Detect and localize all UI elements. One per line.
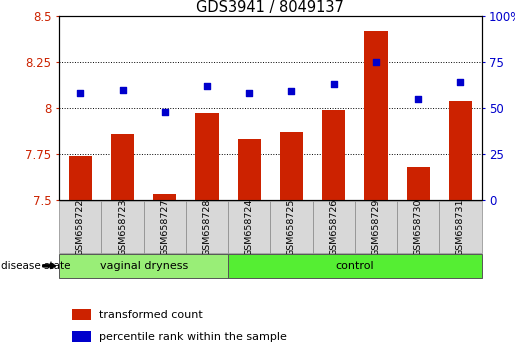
Point xyxy=(330,81,338,87)
Bar xyxy=(72,309,91,320)
Bar xyxy=(186,201,228,253)
Point xyxy=(414,96,422,102)
Bar xyxy=(72,331,91,342)
Point xyxy=(245,90,253,96)
Text: percentile rank within the sample: percentile rank within the sample xyxy=(99,332,287,342)
Bar xyxy=(449,101,472,200)
Bar xyxy=(195,114,219,200)
Bar xyxy=(59,201,101,253)
Text: GSM658729: GSM658729 xyxy=(371,198,381,256)
Bar xyxy=(101,201,144,253)
Point xyxy=(76,90,84,96)
Bar xyxy=(68,156,92,200)
Text: GSM658728: GSM658728 xyxy=(202,198,212,256)
Bar xyxy=(270,201,313,253)
Bar xyxy=(364,31,388,200)
Point xyxy=(203,83,211,89)
Point xyxy=(372,59,380,65)
Bar xyxy=(313,201,355,253)
Bar xyxy=(280,132,303,200)
Bar xyxy=(144,201,186,253)
Text: GSM658726: GSM658726 xyxy=(329,198,338,256)
Text: GSM658724: GSM658724 xyxy=(245,198,254,256)
Bar xyxy=(59,254,228,278)
Bar xyxy=(228,201,270,253)
Text: GSM658723: GSM658723 xyxy=(118,198,127,256)
Bar xyxy=(322,110,346,200)
Point xyxy=(287,88,296,94)
Text: control: control xyxy=(336,261,374,271)
Point xyxy=(161,109,169,114)
Text: GSM658722: GSM658722 xyxy=(76,198,85,256)
Point xyxy=(118,87,127,92)
Bar xyxy=(153,194,177,200)
Text: disease state: disease state xyxy=(1,261,71,271)
Text: GSM658730: GSM658730 xyxy=(414,198,423,256)
Text: vaginal dryness: vaginal dryness xyxy=(99,261,188,271)
Bar xyxy=(111,134,134,200)
Bar xyxy=(237,139,261,200)
Text: GSM658731: GSM658731 xyxy=(456,198,465,256)
Title: GDS3941 / 8049137: GDS3941 / 8049137 xyxy=(196,0,345,15)
Point xyxy=(456,79,465,85)
Bar xyxy=(406,167,430,200)
Text: GSM658727: GSM658727 xyxy=(160,198,169,256)
Text: transformed count: transformed count xyxy=(99,310,203,320)
Bar xyxy=(439,201,482,253)
Text: GSM658725: GSM658725 xyxy=(287,198,296,256)
Bar xyxy=(228,254,482,278)
Bar xyxy=(355,201,397,253)
Bar xyxy=(397,201,439,253)
